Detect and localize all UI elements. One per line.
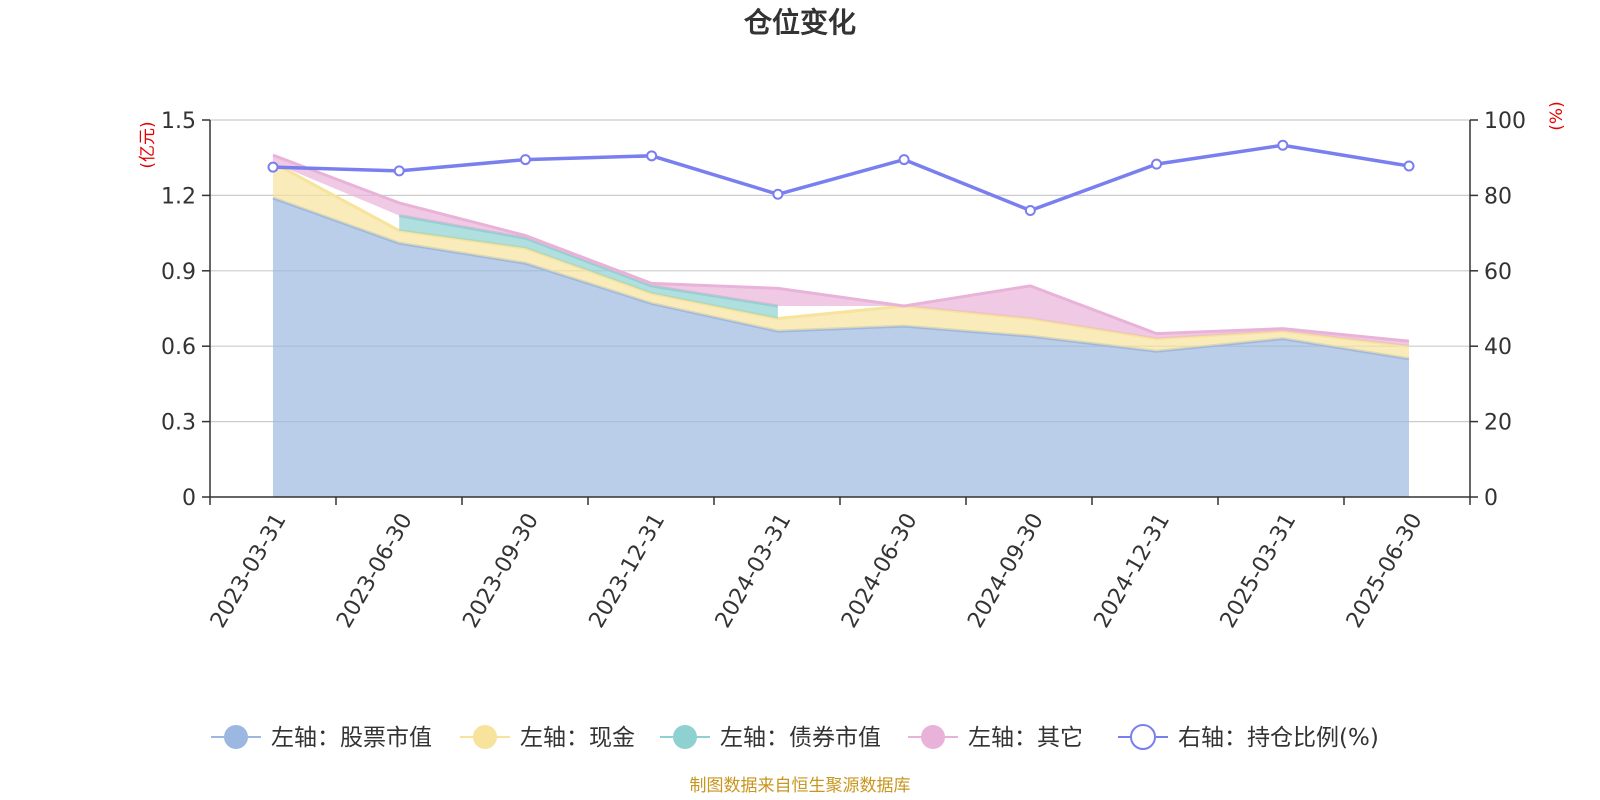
area-edge-line xyxy=(398,214,779,308)
holding-ratio-point xyxy=(393,165,405,177)
x-axis-tick-label: 2024-06-30 xyxy=(837,509,923,632)
x-axis-tick-label: 2023-12-31 xyxy=(585,509,671,632)
legend-marker xyxy=(224,725,248,749)
legend: 左轴：股票市值 左轴：现金 左轴：债券市值 左轴：其它 右轴：持仓比例(%) xyxy=(211,724,1379,751)
left-axis-tick-label: 0 xyxy=(182,486,196,511)
area-f7e39c xyxy=(273,162,1409,359)
holding-ratio-line xyxy=(272,143,1410,213)
legend-marker xyxy=(921,725,945,749)
legend-marker xyxy=(473,725,497,749)
chart-title: 仓位变化 xyxy=(744,6,856,39)
right-axis-tick-label: 0 xyxy=(1484,486,1498,511)
holding-ratio-point xyxy=(1403,160,1415,172)
x-axis-tick-label: 2023-03-31 xyxy=(206,509,292,632)
holding-ratio-point xyxy=(1277,139,1289,151)
legend-label: 右轴：持仓比例(%) xyxy=(1178,725,1379,751)
legend-label: 左轴：股票市值 xyxy=(271,725,432,751)
right-axis-unit: (%) xyxy=(1547,101,1567,130)
x-axis-tick-label: 2024-03-31 xyxy=(711,509,797,632)
area-edge-line xyxy=(272,161,1410,348)
left-axis-tick-label: 0.3 xyxy=(161,411,196,436)
holding-ratio-point xyxy=(267,161,279,173)
left-axis-tick-label: 1.2 xyxy=(161,184,196,209)
legend-label: 左轴：债券市值 xyxy=(720,725,881,751)
holding-ratio-point xyxy=(1024,204,1036,216)
left-axis-tick-label: 0.6 xyxy=(161,335,196,360)
x-axis-tick-label: 2024-09-30 xyxy=(963,509,1049,632)
left-axis-tick-label: 1.5 xyxy=(161,109,196,134)
area-8fd1d1 xyxy=(399,215,778,319)
legend-marker xyxy=(673,725,697,749)
holding-ratio-point xyxy=(646,150,658,162)
right-axis-tick-label: 40 xyxy=(1484,335,1512,360)
left-axis-tick-label: 0.9 xyxy=(161,260,196,285)
x-axis-tick-label: 2025-03-31 xyxy=(1216,509,1302,632)
x-axis-tick-label: 2025-06-30 xyxy=(1342,509,1428,632)
legend-label: 左轴：其它 xyxy=(968,725,1083,751)
holding-ratio-point xyxy=(1151,158,1163,170)
line-series xyxy=(267,139,1415,216)
holding-ratio-point xyxy=(898,154,910,166)
right-axis-tick-label: 60 xyxy=(1484,260,1512,285)
x-axis-tick-label: 2024-12-31 xyxy=(1090,509,1176,632)
right-axis-tick-label: 100 xyxy=(1484,109,1526,134)
holding-ratio-point xyxy=(519,154,531,166)
legend-label: 左轴：现金 xyxy=(520,725,635,751)
holding-ratio-point xyxy=(772,188,784,200)
area-9db8e0 xyxy=(273,197,1409,497)
right-axis-tick-label: 80 xyxy=(1484,184,1512,209)
legend-marker xyxy=(1130,724,1156,750)
x-axis-tick-label: 2023-06-30 xyxy=(332,509,418,632)
x-axis-tick-label: 2023-09-30 xyxy=(458,509,544,632)
right-axis-tick-label: 20 xyxy=(1484,411,1512,436)
left-axis-unit: (亿元) xyxy=(138,121,158,168)
area-series xyxy=(272,153,1410,497)
source-note: 制图数据来自恒生聚源数据库 xyxy=(690,776,911,796)
area-edge-line xyxy=(272,153,1410,343)
